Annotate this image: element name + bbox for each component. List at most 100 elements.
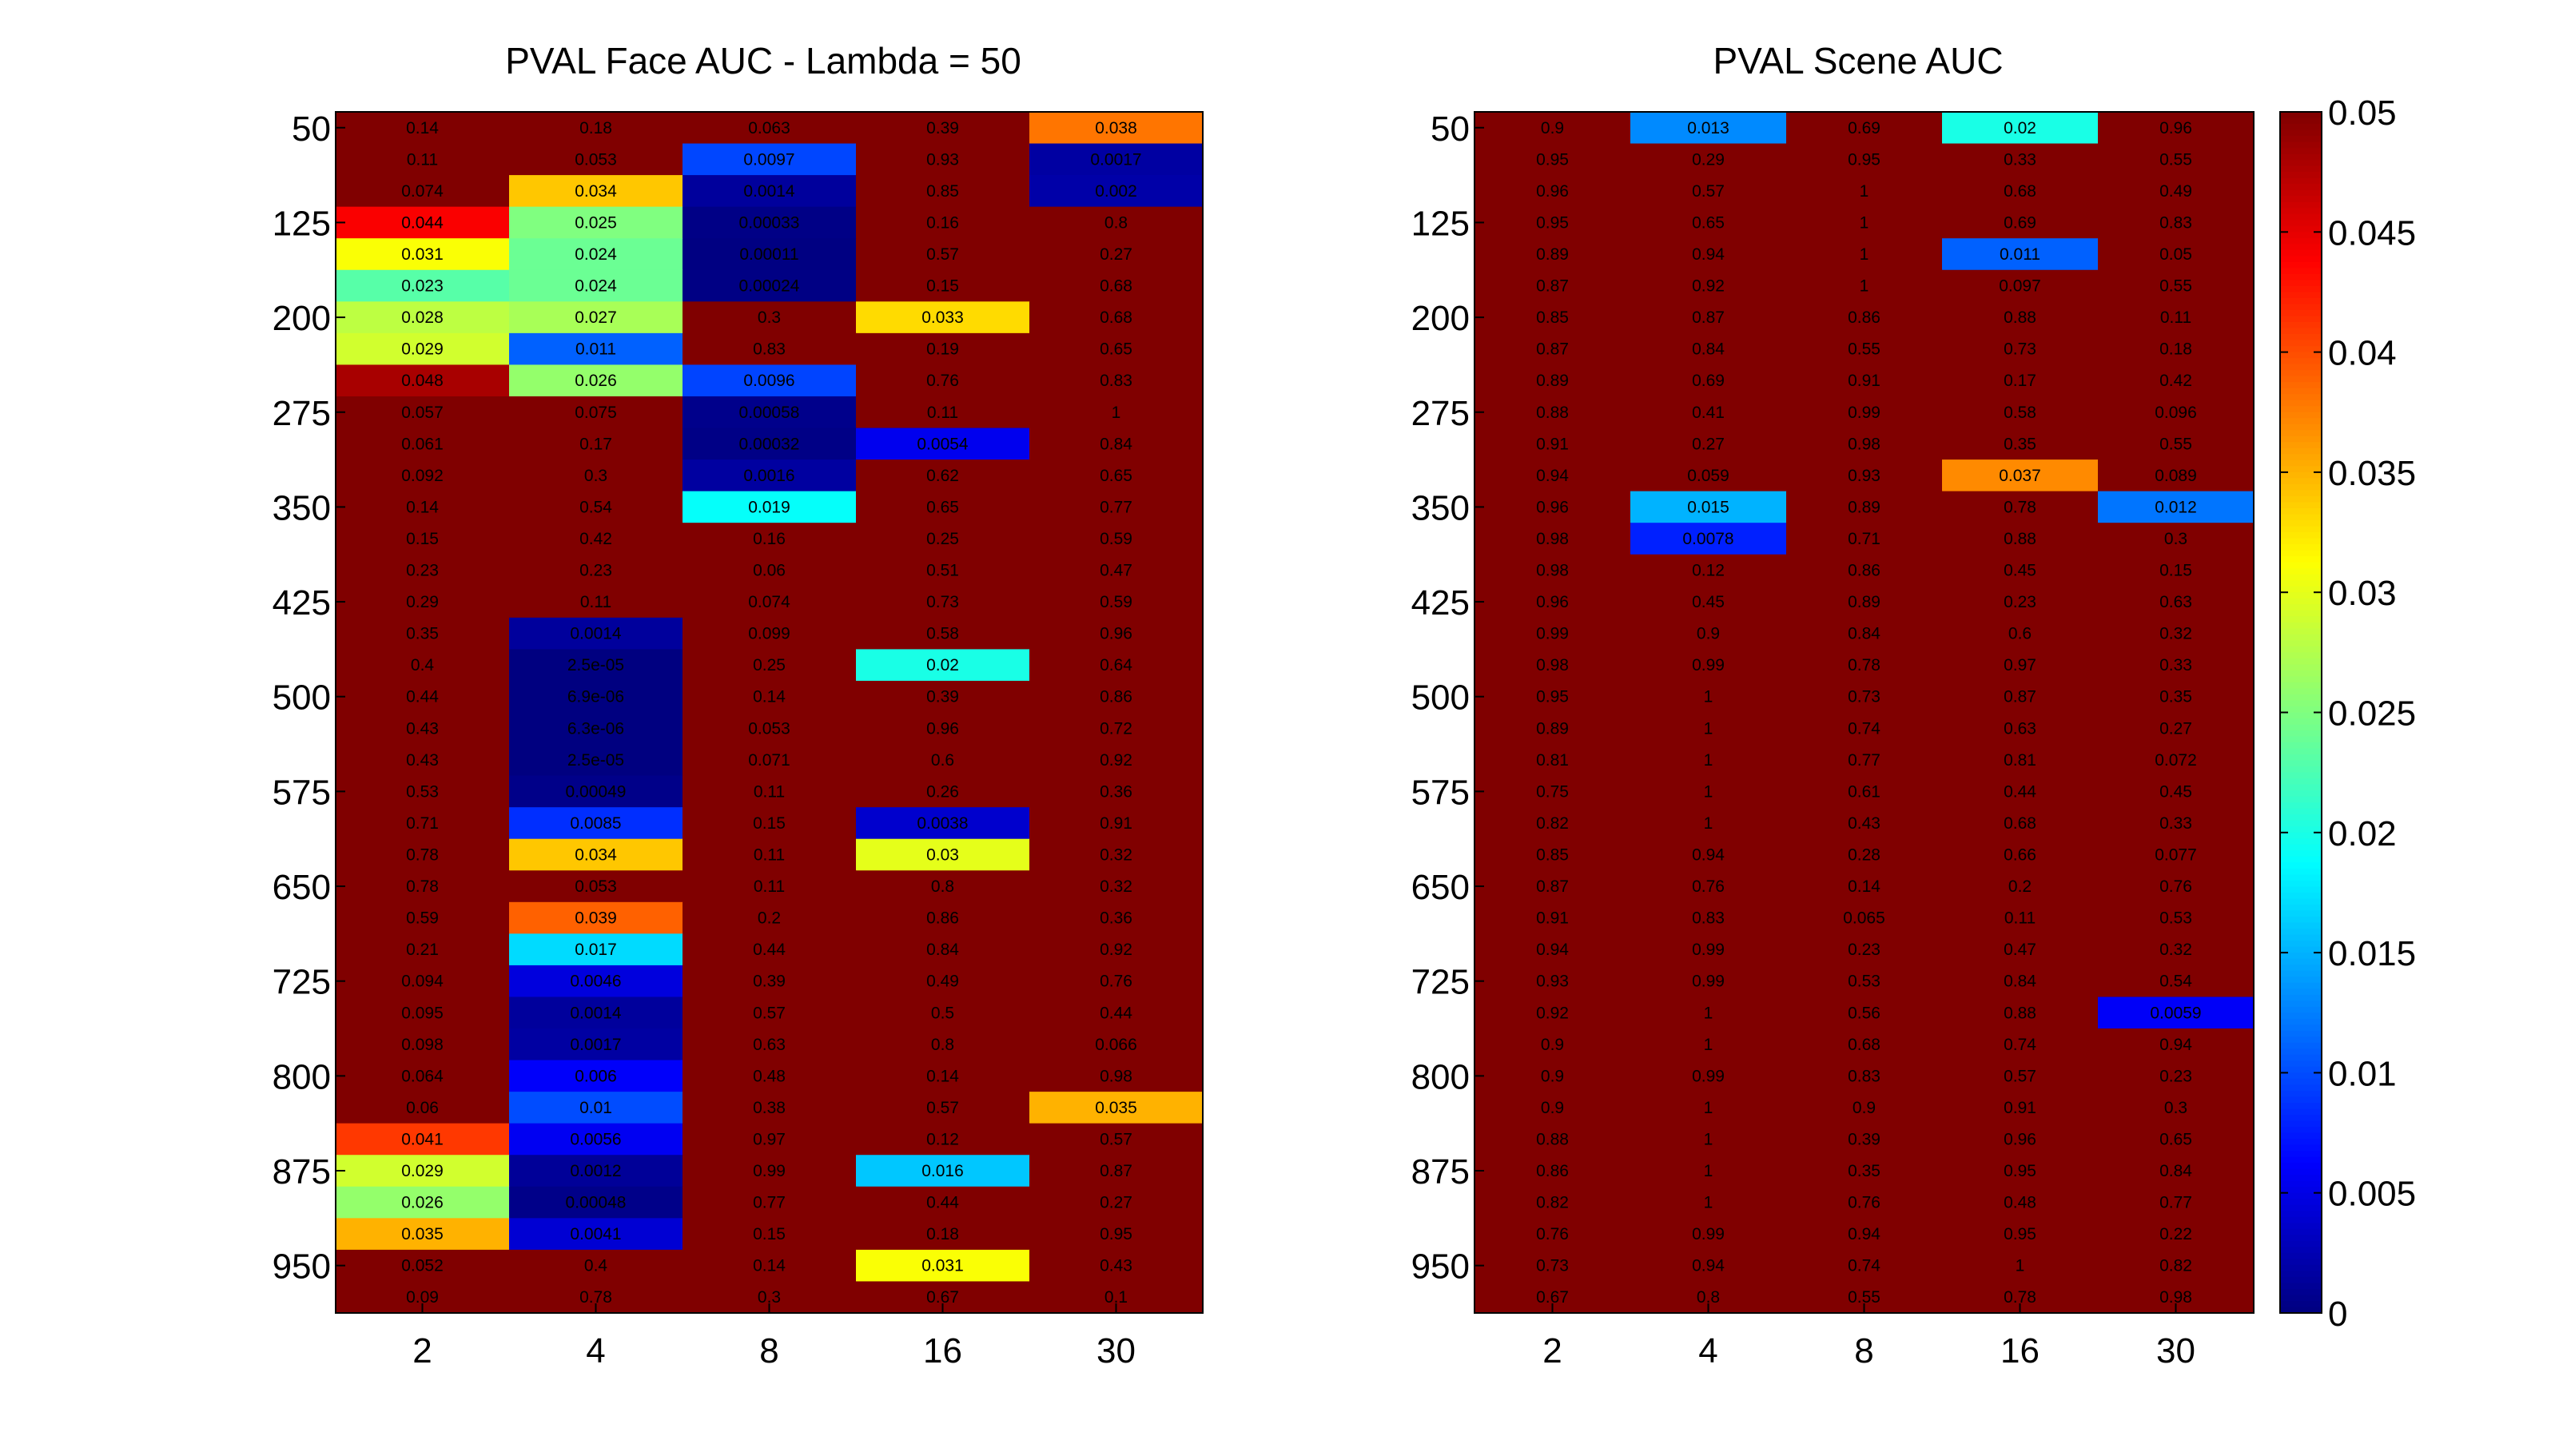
face-cell (683, 332, 857, 366)
scene-cell (1786, 332, 1943, 366)
face-cell (509, 1155, 683, 1187)
face-cell (856, 1249, 1030, 1283)
scene-cell-label: 0.95 (1536, 213, 1569, 232)
face-cell (856, 112, 1030, 145)
colorbar-segment (2280, 424, 2322, 432)
colorbar-segment (2280, 670, 2322, 678)
colorbar-segment (2280, 478, 2322, 485)
face-cell (856, 1028, 1030, 1061)
scene-cell-label: 0.86 (1848, 308, 1880, 327)
colorbar-segment (2280, 340, 2322, 347)
face-cell (856, 554, 1030, 587)
face-cell-label: 0.00033 (739, 213, 800, 232)
colorbar-segment (2280, 724, 2322, 731)
scene-cell-label: 0.89 (1848, 498, 1880, 516)
colorbar-segment (2280, 977, 2322, 984)
face-cell-label: 0.002 (1095, 182, 1137, 201)
face-cell-label: 0.42 (579, 530, 612, 548)
face-cell (336, 396, 510, 429)
scene-cell (1786, 238, 1943, 271)
colorbar-segment (2280, 1096, 2322, 1104)
face-cell-label: 0.19 (926, 340, 959, 359)
face-cell (1029, 491, 1204, 523)
colorbar-segment (2280, 532, 2322, 539)
face-cell (1029, 1155, 1204, 1187)
face-ytick-label: 725 (273, 963, 331, 1002)
colorbar-segment (2280, 520, 2322, 527)
colorbar-segment (2280, 177, 2322, 185)
face-cell-label: 0.15 (926, 277, 959, 296)
face-cell (856, 1092, 1030, 1124)
face-cell-label: 0.0014 (570, 1004, 622, 1022)
scene-cell-label: 0.82 (1536, 814, 1569, 833)
colorbar-segment (2280, 526, 2322, 533)
face-cell-label: 0.06 (406, 1099, 439, 1117)
scene-ytick-label: 950 (1411, 1247, 1470, 1287)
scene-cell-label: 0.42 (2159, 372, 2192, 390)
face-cell (336, 744, 510, 777)
scene-cell-label: 0.35 (2004, 435, 2036, 453)
face-cell-label: 0.54 (579, 498, 612, 516)
colorbar-segment (2280, 694, 2322, 702)
face-cell (1029, 112, 1204, 145)
face-cell (509, 807, 683, 840)
face-cell-label: 0.053 (575, 150, 617, 169)
scene-cell-label: 0.87 (1536, 340, 1569, 359)
scene-cell (1942, 997, 2099, 1029)
scene-cell (1942, 838, 2099, 871)
colorbar-segment (2280, 808, 2322, 816)
scene-cell-label: 0.76 (1536, 1225, 1569, 1243)
scene-cell-label: 0.47 (2004, 941, 2036, 959)
scene-cell (1786, 775, 1943, 808)
scene-cell (2098, 143, 2255, 176)
scene-cell (1786, 491, 1943, 523)
face-cell-label: 0.86 (1100, 688, 1132, 706)
colorbar-segment (2280, 538, 2322, 545)
colorbar-segment (2280, 297, 2322, 305)
colorbar-segment (2280, 1024, 2322, 1032)
colorbar-segment (2280, 1223, 2322, 1230)
scene-cell-label: 0.23 (1848, 941, 1880, 959)
scene-cell (1942, 870, 2099, 903)
colorbar-segment (2280, 1151, 2322, 1158)
face-cell (856, 965, 1030, 998)
scene-cell-label: 0.67 (1536, 1288, 1569, 1307)
scene-cell (2098, 586, 2255, 619)
colorbar-segment (2280, 334, 2322, 341)
face-cell-label: 0.0014 (743, 182, 795, 201)
face-cell-label: 0.031 (401, 245, 444, 264)
scene-cell-label: 0.089 (2155, 467, 2197, 485)
face-cell (336, 269, 510, 302)
face-cell-label: 0.99 (753, 1162, 786, 1180)
scene-cell (1786, 965, 1943, 998)
colorbar-segment (2280, 328, 2322, 335)
scene-cell-label: 1 (1704, 1194, 1713, 1212)
scene-cell (2098, 491, 2255, 523)
scene-cell (1630, 112, 1787, 145)
scene-cell-label: 0.99 (1692, 1067, 1725, 1085)
scene-cell-label: 0.077 (2155, 845, 2197, 864)
colorbar-tick-label: 0.05 (2328, 93, 2397, 133)
face-cell (336, 112, 510, 145)
face-cell-label: 0.96 (1100, 625, 1132, 643)
scene-cell-label: 1 (1704, 1099, 1713, 1117)
face-cell (683, 649, 857, 682)
scene-cell (2098, 1028, 2255, 1061)
face-cell (683, 554, 857, 587)
colorbar-tick-label: 0.04 (2328, 334, 2397, 373)
colorbar-segment (2280, 658, 2322, 666)
scene-cell-label: 0.33 (2159, 656, 2192, 674)
scene-cell-label: 0.86 (1536, 1162, 1569, 1180)
face-cell-label: 0.76 (1100, 973, 1132, 991)
scene-cell (1630, 206, 1787, 239)
face-cell (683, 301, 857, 334)
colorbar-tick-label: 0.025 (2328, 694, 2416, 734)
scene-cell-label: 0.63 (2004, 719, 2036, 738)
face-cell-label: 0.83 (753, 340, 786, 359)
colorbar-tick-label: 0.045 (2328, 213, 2416, 253)
scene-xtick-label: 8 (1854, 1331, 1873, 1370)
scene-cell (1786, 1249, 1943, 1283)
colorbar-segment (2280, 502, 2322, 509)
scene-cell-label: 0.9 (1541, 1036, 1564, 1054)
colorbar-segment (2280, 430, 2322, 437)
